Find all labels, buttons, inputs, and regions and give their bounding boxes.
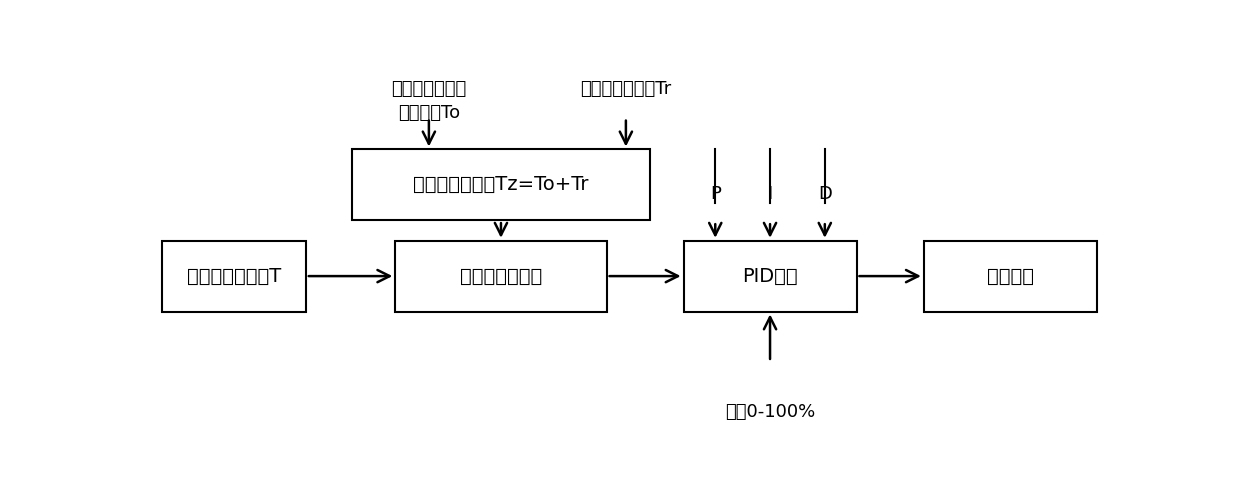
Text: 送风温度补偿值Tr: 送风温度补偿值Tr (580, 80, 672, 98)
Text: P: P (709, 185, 720, 203)
Bar (352, 150, 650, 220)
Bar (396, 241, 606, 312)
Text: I: I (768, 185, 773, 203)
Text: PID模块: PID模块 (743, 267, 797, 286)
Text: 送风温度偏差值: 送风温度偏差值 (460, 267, 542, 286)
Bar (161, 241, 306, 312)
Text: 送风温度实测值T: 送风温度实测值T (187, 267, 281, 286)
Text: D: D (818, 185, 832, 203)
Text: 送风温度控制值Tz=To+Tr: 送风温度控制值Tz=To+Tr (413, 175, 589, 194)
Text: 水阀开度: 水阀开度 (987, 267, 1034, 286)
Text: 送风温度控制值
的初设值To: 送风温度控制值 的初设值To (392, 80, 466, 122)
Bar (683, 241, 857, 312)
Text: 开度0-100%: 开度0-100% (725, 403, 815, 421)
Bar (924, 241, 1096, 312)
